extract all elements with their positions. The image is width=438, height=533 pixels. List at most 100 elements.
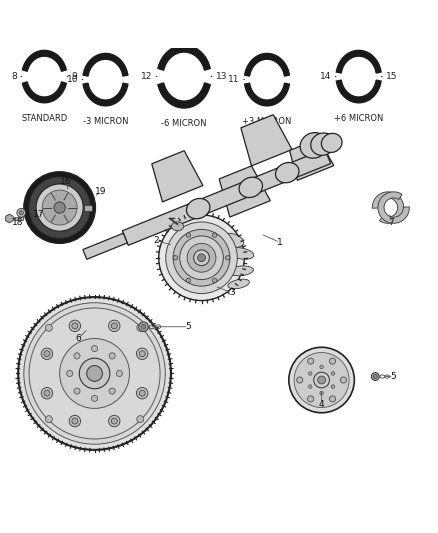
Circle shape (139, 390, 145, 396)
Polygon shape (122, 149, 331, 245)
Circle shape (141, 325, 146, 329)
Polygon shape (22, 51, 66, 71)
Text: 14: 14 (320, 72, 331, 81)
Text: 18: 18 (11, 219, 23, 228)
Circle shape (72, 323, 78, 329)
Circle shape (92, 345, 98, 352)
Polygon shape (336, 51, 381, 73)
Circle shape (340, 377, 346, 383)
Text: +6 MICRON: +6 MICRON (334, 114, 383, 123)
Ellipse shape (276, 163, 299, 183)
Ellipse shape (228, 266, 254, 276)
Text: 19: 19 (95, 187, 106, 196)
Polygon shape (158, 83, 210, 108)
Polygon shape (83, 53, 128, 76)
Text: -3 MICRON: -3 MICRON (83, 117, 128, 126)
Circle shape (294, 352, 349, 408)
Text: 10: 10 (67, 75, 78, 84)
Polygon shape (6, 214, 13, 223)
Text: 15: 15 (386, 72, 398, 81)
Text: 9: 9 (72, 72, 78, 81)
Circle shape (289, 348, 354, 413)
Circle shape (109, 353, 115, 359)
Polygon shape (152, 151, 203, 202)
Circle shape (24, 172, 95, 244)
Circle shape (18, 297, 171, 450)
Text: 5: 5 (391, 372, 396, 381)
Circle shape (60, 338, 130, 408)
Circle shape (44, 351, 50, 357)
Circle shape (69, 415, 81, 427)
Circle shape (331, 385, 335, 389)
Text: 8: 8 (11, 72, 17, 81)
Circle shape (24, 303, 165, 444)
Circle shape (198, 254, 205, 262)
Text: -6 MICRON: -6 MICRON (161, 119, 207, 128)
Circle shape (139, 322, 148, 332)
Circle shape (54, 202, 65, 213)
Circle shape (69, 320, 81, 332)
FancyBboxPatch shape (84, 205, 92, 211)
Polygon shape (372, 192, 404, 223)
Text: 16: 16 (60, 177, 72, 186)
Circle shape (314, 372, 329, 388)
Circle shape (46, 416, 53, 423)
Ellipse shape (220, 233, 244, 247)
Circle shape (307, 358, 314, 364)
Circle shape (186, 233, 191, 237)
Text: 6: 6 (75, 334, 81, 343)
Text: 12: 12 (141, 72, 152, 81)
Polygon shape (241, 115, 292, 166)
Circle shape (67, 370, 73, 376)
Circle shape (331, 372, 335, 375)
Circle shape (320, 391, 323, 395)
Polygon shape (22, 82, 66, 103)
Text: 17: 17 (33, 211, 45, 220)
Text: 13: 13 (216, 72, 227, 81)
Circle shape (109, 320, 120, 332)
Ellipse shape (187, 198, 210, 219)
Circle shape (42, 190, 77, 225)
Text: 3: 3 (229, 288, 235, 297)
Text: 4: 4 (319, 400, 325, 409)
Ellipse shape (300, 133, 328, 158)
Polygon shape (83, 233, 127, 259)
Circle shape (159, 215, 244, 301)
Polygon shape (290, 139, 334, 180)
Polygon shape (245, 83, 290, 106)
Circle shape (44, 390, 50, 396)
Circle shape (139, 351, 145, 357)
Circle shape (373, 375, 377, 378)
Circle shape (308, 385, 312, 389)
Circle shape (41, 348, 53, 359)
Circle shape (212, 233, 217, 237)
Circle shape (17, 208, 25, 217)
Circle shape (46, 324, 53, 332)
Circle shape (111, 418, 117, 424)
Circle shape (74, 388, 80, 394)
Ellipse shape (171, 222, 184, 231)
Circle shape (307, 396, 314, 402)
Circle shape (318, 376, 325, 384)
Circle shape (92, 395, 98, 401)
Polygon shape (245, 53, 290, 76)
Circle shape (117, 370, 123, 376)
Circle shape (74, 353, 80, 359)
Circle shape (297, 377, 303, 383)
Circle shape (36, 184, 83, 231)
Polygon shape (336, 80, 381, 103)
Polygon shape (158, 45, 210, 70)
Circle shape (186, 278, 191, 282)
Polygon shape (378, 192, 410, 223)
Text: 7: 7 (389, 219, 394, 228)
Ellipse shape (321, 133, 342, 152)
Text: STANDARD: STANDARD (21, 114, 67, 123)
Circle shape (194, 250, 209, 265)
Circle shape (187, 244, 216, 272)
Ellipse shape (311, 133, 335, 155)
Text: 11: 11 (228, 75, 240, 84)
Circle shape (329, 396, 336, 402)
Circle shape (212, 278, 217, 282)
Circle shape (320, 365, 323, 369)
Text: 5: 5 (186, 322, 191, 331)
